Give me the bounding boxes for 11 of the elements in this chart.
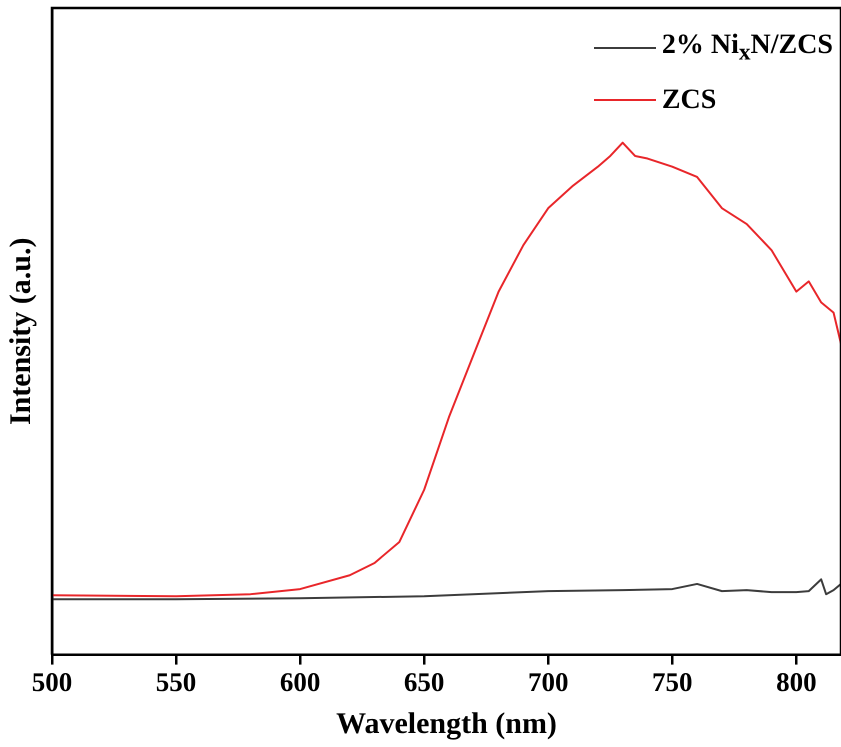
x-axis-title: Wavelength (nm) xyxy=(336,706,557,740)
x-tick-label: 500 xyxy=(32,666,72,697)
x-tick-label: 800 xyxy=(776,666,817,697)
y-axis-title: Intensity (a.u.) xyxy=(4,238,37,426)
x-tick-label: 550 xyxy=(156,666,196,697)
x-tick-label: 750 xyxy=(652,666,693,697)
x-tick-label: 650 xyxy=(404,666,444,697)
legend-label: ZCS xyxy=(662,84,716,116)
legend-label: 2% Ni$_{x}$N/ZCS xyxy=(662,29,833,67)
x-tick-label: 700 xyxy=(528,666,568,697)
x-tick-label: 600 xyxy=(280,666,320,697)
